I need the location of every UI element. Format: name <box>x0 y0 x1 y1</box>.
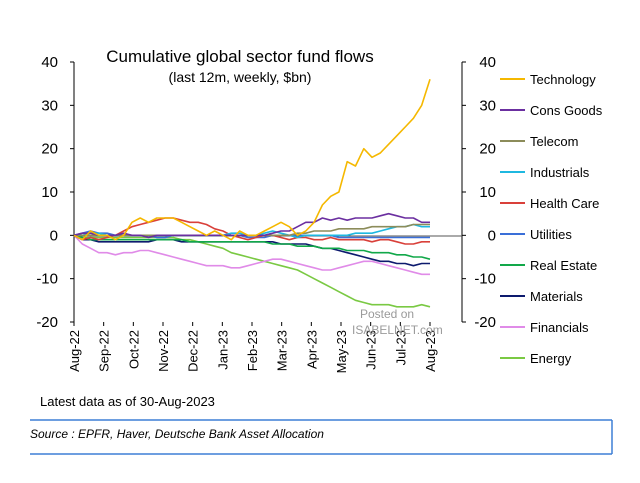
legend-label-technology: Technology <box>530 72 596 87</box>
source-note: Source : EPFR, Haver, Deutsche Bank Asse… <box>30 427 324 441</box>
y-tick-label-left: 10 <box>41 184 58 201</box>
series-line-technology <box>73 79 431 241</box>
legend-label-energy: Energy <box>530 351 572 366</box>
x-tick-label: Dec-22 <box>186 330 201 372</box>
x-tick-label: Feb-23 <box>245 330 260 371</box>
legend-label-telecom: Telecom <box>530 134 578 149</box>
y-tick-label-right: 40 <box>479 54 496 71</box>
x-tick-label: Aug-22 <box>67 330 82 372</box>
y-tick-label-right: 30 <box>479 97 496 114</box>
x-tick-label: Sep-22 <box>97 330 112 372</box>
series-line-real-estate <box>73 234 431 260</box>
y-tick-label-right: 10 <box>479 184 496 201</box>
latest-data-note: Latest data as of 30-Aug-2023 <box>40 394 215 409</box>
x-tick-label: Jun-23 <box>364 330 379 370</box>
legend-label-industrials: Industrials <box>530 165 590 180</box>
legend-label-health-care: Health Care <box>530 196 599 211</box>
series-line-cons-goods <box>73 212 430 239</box>
x-tick-label: Aug-23 <box>423 330 438 372</box>
y-tick-label-left: -10 <box>36 271 58 288</box>
watermark-line-1: Posted on <box>360 307 414 321</box>
x-tick-label: Oct-22 <box>126 330 141 369</box>
watermark: Posted on ISABELNET.com <box>352 307 443 337</box>
series-line-financials <box>73 234 430 276</box>
legend-label-utilities: Utilities <box>530 227 572 242</box>
series-line-health-care <box>73 217 430 245</box>
x-tick-label: Mar-23 <box>275 330 290 371</box>
y-tick-label-left: 40 <box>41 54 58 71</box>
legend-label-real-estate: Real Estate <box>530 258 597 273</box>
x-tick-label: Apr-23 <box>304 330 319 369</box>
x-tick-label: Jan-23 <box>215 330 230 370</box>
x-tick-label: May-23 <box>334 330 349 373</box>
chart-title: Cumulative global sector fund flows <box>106 47 373 66</box>
x-tick-label: Jul-23 <box>393 330 408 365</box>
y-tick-label-left: 30 <box>41 97 58 114</box>
x-tick-label: Nov-22 <box>156 330 171 372</box>
y-tick-label-left: -20 <box>36 314 58 331</box>
legend-label-materials: Materials <box>530 289 583 304</box>
y-tick-label-left: 0 <box>50 227 58 244</box>
y-tick-label-right: 20 <box>479 141 496 158</box>
legend-label-financials: Financials <box>530 320 589 335</box>
y-tick-label-right: 0 <box>488 227 496 244</box>
y-tick-label-right: -20 <box>474 314 496 331</box>
watermark-line-2: ISABELNET.com <box>352 323 443 337</box>
series-line-energy <box>73 234 431 308</box>
chart-subtitle: (last 12m, weekly, $bn) <box>169 69 312 85</box>
legend-label-cons-goods: Cons Goods <box>530 103 603 118</box>
y-tick-label-right: -10 <box>474 271 496 288</box>
y-tick-label-left: 20 <box>41 141 58 158</box>
